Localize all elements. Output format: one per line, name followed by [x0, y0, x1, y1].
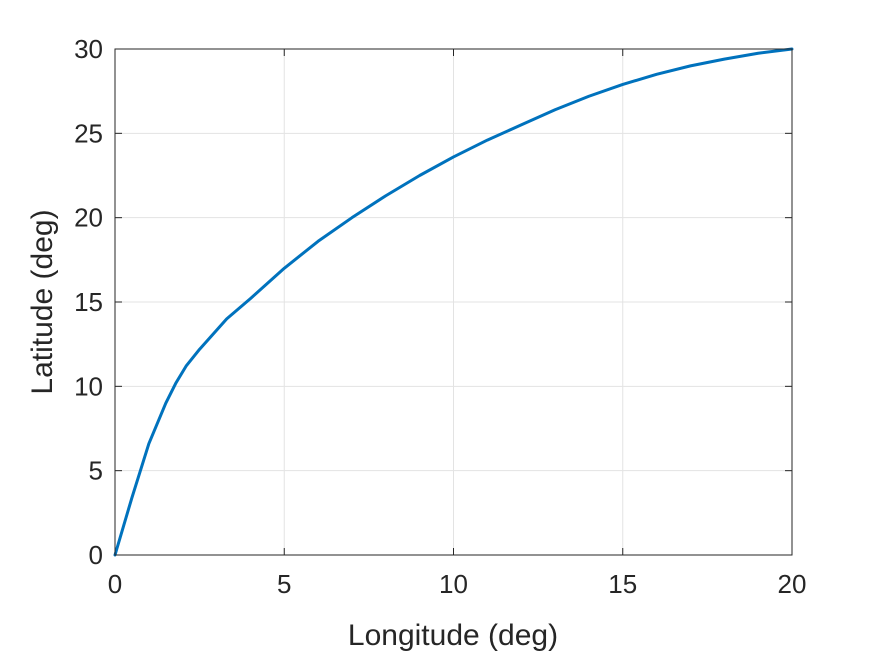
x-tick-label: 15 — [608, 569, 637, 599]
y-tick-label: 25 — [74, 118, 103, 148]
grid — [115, 49, 792, 555]
x-axis-label: Longitude (deg) — [348, 619, 558, 652]
x-tick-label: 0 — [108, 569, 122, 599]
x-tick-label: 10 — [439, 569, 468, 599]
axes-box — [114, 48, 793, 556]
series-line — [113, 47, 794, 557]
x-tick-label: 20 — [778, 569, 807, 599]
y-tick-label: 30 — [74, 34, 103, 64]
y-tick-label: 20 — [74, 203, 103, 233]
series-layer — [113, 47, 794, 557]
y-tick-label: 10 — [74, 371, 103, 401]
y-tick-label: 5 — [89, 456, 103, 486]
ticks: 0 5 10 15 20 0 5 10 15 20 25 30 — [74, 34, 806, 599]
y-tick-label: 15 — [74, 287, 103, 317]
y-axis-label: Latitude (deg) — [26, 209, 59, 394]
y-tick-label: 0 — [89, 540, 103, 570]
x-tick-label: 5 — [277, 569, 291, 599]
